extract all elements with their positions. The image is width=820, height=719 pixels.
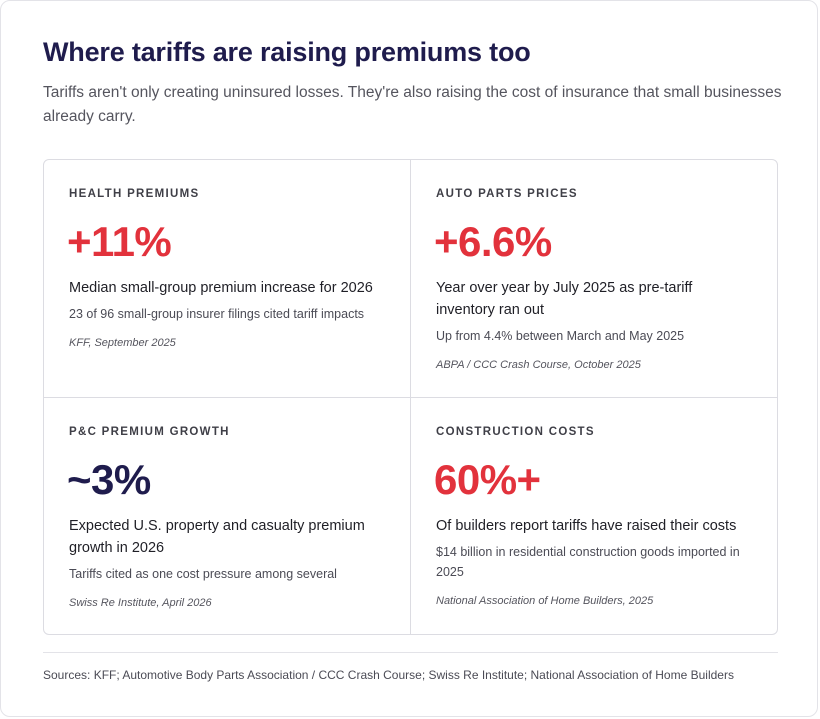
page-subtitle: Tariffs aren't only creating uninsured l…	[43, 84, 782, 125]
stat-value: +6.6%	[434, 218, 552, 265]
stat-card-pc-premium-growth: P&C PREMIUM GROWTH ~3% Expected U.S. pro…	[44, 398, 411, 634]
footer-divider	[43, 652, 778, 653]
stat-source: National Association of Home Builders, 2…	[436, 595, 654, 607]
stat-body: Of builders report tariffs have raised t…	[436, 515, 751, 612]
stat-source: KFF, September 2025	[69, 337, 176, 349]
stat-description: Year over year by July 2025 as pre-tarif…	[436, 280, 693, 318]
stats-grid: HEALTH PREMIUMS +11% Median small-group …	[43, 159, 778, 635]
stat-description: Median small-group premium increase for …	[69, 280, 373, 296]
stat-value: 60%+	[434, 456, 541, 503]
stat-label: HEALTH PREMIUMS	[69, 188, 200, 200]
stat-body: Median small-group premium increase for …	[69, 277, 384, 354]
page-title: Where tariffs are raising premiums too	[43, 37, 531, 67]
stat-description: Of builders report tariffs have raised t…	[436, 518, 737, 534]
stat-description: Expected U.S. property and casualty prem…	[69, 518, 365, 556]
stat-value: ~3%	[67, 456, 151, 503]
stat-value: +11%	[67, 218, 172, 265]
stat-label: CONSTRUCTION COSTS	[436, 426, 595, 438]
stat-source: ABPA / CCC Crash Course, October 2025	[436, 359, 641, 371]
stat-card-health-premiums: HEALTH PREMIUMS +11% Median small-group …	[44, 160, 411, 398]
stat-card-construction-costs: CONSTRUCTION COSTS 60%+ Of builders repo…	[411, 398, 777, 634]
stat-source: Swiss Re Institute, April 2026	[69, 597, 212, 609]
stat-note: Tariffs cited as one cost pressure among…	[69, 567, 337, 581]
stat-note: $14 billion in residential construction …	[436, 545, 740, 579]
stat-body: Expected U.S. property and casualty prem…	[69, 515, 384, 614]
stat-body: Year over year by July 2025 as pre-tarif…	[436, 277, 751, 376]
stat-note: 23 of 96 small-group insurer filings cit…	[69, 307, 365, 321]
stat-note: Up from 4.4% between March and May 2025	[436, 329, 685, 343]
stat-card-auto-parts-prices: AUTO PARTS PRICES +6.6% Year over year b…	[411, 160, 777, 398]
stat-label: AUTO PARTS PRICES	[436, 188, 578, 200]
stat-label: P&C PREMIUM GROWTH	[69, 426, 230, 438]
sources-footer: Sources: KFF; Automotive Body Parts Asso…	[43, 668, 734, 682]
